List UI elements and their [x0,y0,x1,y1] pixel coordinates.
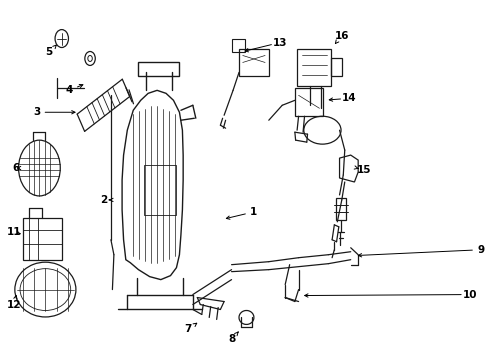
Text: 3: 3 [33,107,40,117]
Bar [295,88,323,116]
Text: 9: 9 [477,245,485,255]
Text: 1: 1 [250,207,258,217]
Bar [331,58,342,76]
Bar [145,165,176,215]
Text: 15: 15 [357,165,371,175]
Text: 4: 4 [66,85,73,95]
Text: 13: 13 [273,37,287,48]
Bar [23,218,62,260]
Text: 6: 6 [12,163,19,173]
Text: 5: 5 [46,48,53,58]
Bar [239,49,269,76]
Bar [297,49,331,86]
Text: 12: 12 [7,300,22,310]
Text: 2: 2 [100,195,107,205]
Text: 11: 11 [7,227,22,237]
Text: 8: 8 [228,334,235,345]
Text: 16: 16 [335,31,349,41]
Bar [232,39,245,53]
Text: 10: 10 [463,289,477,300]
Text: 14: 14 [342,93,357,103]
Bar [139,62,179,76]
Text: 7: 7 [185,324,192,334]
Bar [336,198,346,220]
